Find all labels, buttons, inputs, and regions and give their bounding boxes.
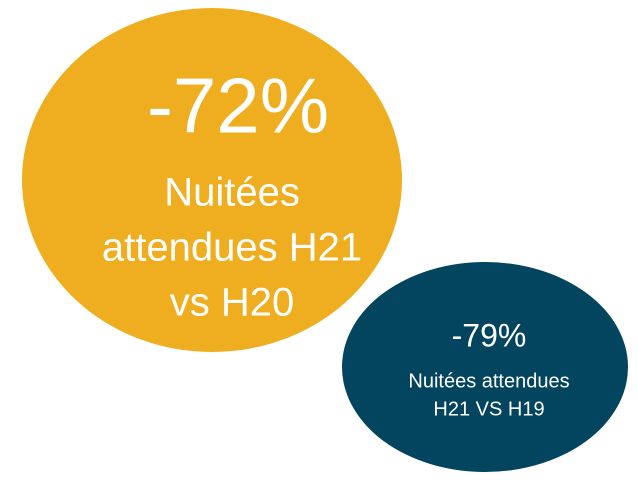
yellow-bubble [22,8,402,352]
big-figure: -72% [147,62,329,150]
small-caption: H21 VS H19 [433,398,544,420]
small-figure: -79% [452,317,527,353]
navy-bubble [342,262,628,472]
big-caption: Nuitées [164,171,300,215]
big-caption: attendues H21 [102,226,362,270]
small-caption: Nuitées attendues [408,370,569,392]
big-caption: vs H20 [170,281,295,325]
